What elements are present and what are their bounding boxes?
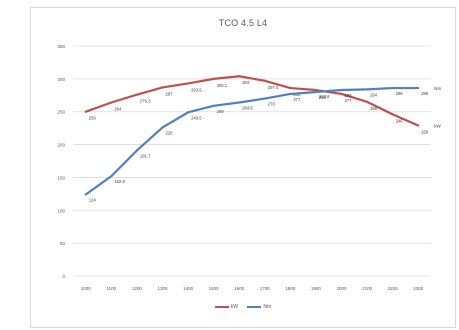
data-label-nm-8: 277 [293, 97, 301, 102]
legend-item-kw: kW [214, 304, 239, 310]
legend-item-nm: Nm [247, 304, 271, 310]
series-point-nm-7 [263, 97, 266, 100]
series-line-kw [85, 75, 419, 127]
data-label-nm-2: 191.7 [140, 153, 151, 158]
series-point-nm-9 [314, 90, 318, 94]
y-tick-label-4: 200 [57, 143, 65, 148]
x-tick-label-13: 2300 [413, 286, 424, 291]
series-point-kw-0 [84, 110, 87, 113]
data-label-nm-12: 286 [396, 91, 404, 96]
data-label-kw-2: 276.3 [140, 99, 151, 104]
data-label-nm-5: 259 [217, 109, 225, 114]
series-point-nm-2 [135, 149, 139, 152]
x-tick-label-4: 1400 [183, 286, 194, 291]
data-label-kw-0: 250 [89, 116, 97, 121]
y-tick-label-0: 0 [62, 274, 65, 279]
series-line-nm [85, 86, 419, 196]
series-point-kw-11 [365, 100, 369, 103]
series-point-nm-11 [365, 88, 369, 91]
data-label-kw-11: 265 [370, 106, 378, 111]
data-label-kw-6: 304 [242, 80, 250, 85]
series-point-kw-2 [135, 93, 139, 96]
data-label-kw-12: 246 [396, 118, 404, 123]
legend-swatch-kw [214, 305, 229, 308]
series-point-kw-8 [289, 86, 292, 90]
y-tick-label-1: 50 [60, 241, 66, 246]
series-point-nm-6 [238, 101, 241, 104]
series-point-nm-1 [110, 175, 113, 178]
data-label-nm-7: 270 [268, 102, 276, 107]
data-label-nm-10: 283 [345, 93, 353, 98]
series-point-kw-10 [340, 92, 343, 96]
legend-swatch-nm [247, 305, 262, 308]
y-tick-label-3: 150 [57, 175, 65, 180]
data-label-kw-5: 300.1 [217, 83, 228, 88]
x-tick-label-3: 1300 [157, 286, 168, 291]
chart-plot: 0 50 100 150 200 250 300 350 1000 1100 1200 1300 140… [57, 44, 441, 291]
series-point-kw-3 [161, 86, 164, 89]
data-label-kw-9: 283.6 [319, 94, 330, 99]
x-tick-label-5: 1500 [209, 286, 220, 291]
data-label-nm-11: 284 [370, 92, 378, 97]
x-tick-label-11: 2100 [362, 286, 373, 291]
data-label-nm-4: 249.5 [191, 115, 202, 120]
series-point-kw-9 [314, 88, 318, 92]
x-tick-label-12: 2200 [388, 286, 399, 291]
series-end-label-kw: kW [434, 124, 441, 129]
chart-title: TCO 4.5 L4 [218, 18, 268, 28]
data-label-kw-3: 287 [166, 91, 174, 96]
data-label-nm-6: 264.5 [242, 106, 253, 111]
y-tick-label-2: 100 [57, 208, 65, 213]
data-label-nm-13: 286 [421, 91, 429, 96]
series-point-nm-0 [84, 193, 87, 196]
series-point-nm-5 [212, 104, 215, 107]
x-tick-label-2: 1200 [132, 286, 143, 291]
series-point-kw-7 [263, 79, 266, 82]
series-point-kw-13 [417, 124, 420, 127]
y-tick-label-5: 250 [57, 110, 65, 115]
data-label-kw-8: 286 [293, 92, 301, 97]
data-label-kw-7: 297.4 [268, 85, 279, 90]
chart-legend: kW Nm [31, 304, 455, 310]
data-label-kw-10: 277 [345, 98, 353, 103]
data-label-nm-9: 280 [319, 95, 327, 100]
series-point-kw-5 [212, 77, 215, 80]
legend-label-nm: Nm [263, 304, 272, 310]
series-point-kw-6 [238, 75, 241, 78]
data-label-kw-1: 264 [114, 107, 122, 112]
legend-label-kw: kW [230, 304, 239, 310]
y-tick-label-7: 350 [57, 44, 65, 49]
data-label-nm-1: 152.8 [114, 179, 125, 184]
series-point-nm-4 [186, 111, 190, 114]
series-point-kw-1 [110, 101, 113, 104]
series-point-nm-10 [340, 88, 343, 92]
x-tick-label-10: 2000 [336, 286, 347, 291]
x-tick-label-6: 1600 [234, 286, 245, 291]
x-tick-label-1: 1100 [107, 286, 117, 291]
series-point-nm-13 [417, 86, 420, 90]
y-tick-label-6: 300 [57, 77, 65, 82]
series-point-nm-3 [161, 126, 164, 129]
series-point-nm-12 [391, 86, 394, 90]
x-tick-label-9: 1900 [311, 286, 322, 291]
data-label-nm-3: 226 [166, 130, 174, 135]
chart-frame: TCO 4.5 L4 0 50 100 150 200 250 300 350 1000 1100… [30, 7, 456, 328]
series-point-kw-12 [391, 113, 394, 116]
x-tick-label-8: 1800 [285, 286, 296, 291]
data-label-kw-4: 293.5 [191, 87, 202, 92]
series-point-kw-4 [186, 82, 190, 85]
series-end-label-nm: Nm [434, 86, 441, 91]
data-label-nm-0: 124 [89, 198, 97, 203]
data-label-kw-13: 229 [421, 130, 429, 135]
series-point-nm-8 [289, 92, 292, 96]
x-tick-label-0: 1000 [81, 286, 92, 291]
x-tick-label-7: 1700 [260, 286, 271, 291]
